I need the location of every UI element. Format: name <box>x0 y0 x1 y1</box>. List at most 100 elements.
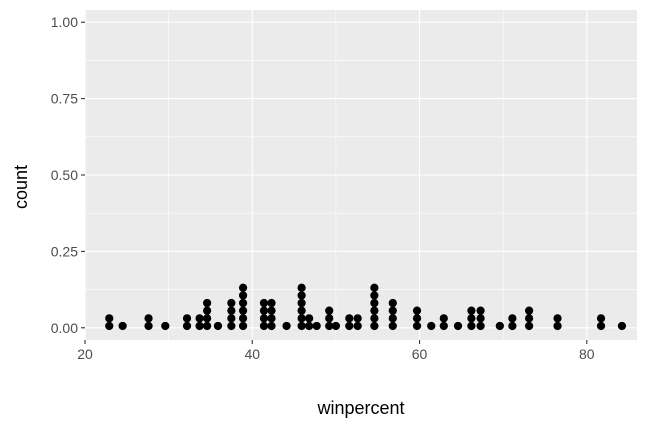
dot <box>453 321 463 331</box>
dot <box>267 306 276 315</box>
y-tick-label: 0.75 <box>51 91 78 107</box>
dot <box>182 321 192 331</box>
dot <box>213 321 223 331</box>
x-axis: 20 40 60 80 <box>77 340 595 362</box>
dot <box>524 306 534 315</box>
x-tick-label: 60 <box>412 346 428 362</box>
dot <box>370 321 379 331</box>
dot <box>238 321 248 331</box>
dot <box>195 321 204 331</box>
dot <box>238 314 248 323</box>
y-axis-title: count <box>11 165 31 209</box>
dot <box>476 314 485 323</box>
dot <box>553 321 562 331</box>
dot <box>553 314 562 323</box>
dot <box>238 298 248 308</box>
dot <box>524 321 534 331</box>
dot <box>144 321 153 331</box>
dot <box>105 314 114 323</box>
dot <box>195 314 204 323</box>
dot <box>388 314 397 323</box>
dot <box>388 321 397 331</box>
dot <box>297 314 306 323</box>
dot <box>297 298 306 308</box>
dot <box>353 314 362 323</box>
dot <box>353 321 362 331</box>
dot <box>370 298 379 308</box>
dot <box>118 321 127 331</box>
dot <box>105 321 114 331</box>
dot <box>412 321 422 331</box>
dot <box>297 321 306 331</box>
dot <box>388 306 397 315</box>
dot <box>182 314 192 323</box>
dot <box>508 321 517 331</box>
dot <box>331 321 341 331</box>
dot <box>238 283 248 292</box>
dot <box>267 314 276 323</box>
dot <box>259 298 269 308</box>
dot <box>596 314 606 323</box>
x-tick-label: 40 <box>244 346 260 362</box>
y-tick-label: 0.50 <box>51 167 78 183</box>
dot <box>370 314 379 323</box>
dot <box>467 306 476 315</box>
dot <box>161 321 170 331</box>
dot <box>325 321 334 331</box>
major-gridlines <box>84 10 637 340</box>
dot <box>282 321 291 331</box>
dot <box>202 321 212 331</box>
dot <box>297 306 306 315</box>
dot <box>439 321 448 331</box>
x-tick-label: 20 <box>77 346 93 362</box>
dot <box>508 314 517 323</box>
dot <box>345 321 354 331</box>
dot <box>227 298 236 308</box>
dot <box>325 306 334 315</box>
y-tick-label: 0.25 <box>51 243 78 259</box>
dot <box>305 314 314 323</box>
dot <box>259 314 269 323</box>
dot <box>325 314 334 323</box>
y-tick-label: 1.00 <box>51 14 78 30</box>
dot <box>370 291 379 300</box>
dot <box>297 291 306 300</box>
x-axis-title: winpercent <box>316 398 404 418</box>
dot <box>259 321 269 331</box>
y-axis: 0.00 0.25 0.50 0.75 1.00 <box>51 14 85 336</box>
dot <box>238 306 248 315</box>
dot <box>476 306 485 315</box>
dot <box>227 321 236 331</box>
dot <box>259 306 269 315</box>
dot <box>345 314 354 323</box>
dot <box>238 291 248 300</box>
dot <box>476 321 485 331</box>
dot <box>412 314 422 323</box>
y-tick-label: 0.00 <box>51 320 78 336</box>
dot-series <box>105 283 627 331</box>
dot <box>524 314 534 323</box>
dot <box>202 298 212 308</box>
dot <box>427 321 436 331</box>
dot <box>297 283 306 292</box>
dot <box>202 314 212 323</box>
dot <box>227 306 236 315</box>
dot <box>312 321 321 331</box>
dot <box>305 321 314 331</box>
dot <box>412 306 422 315</box>
dot <box>267 298 276 308</box>
dot <box>495 321 504 331</box>
dot <box>467 314 476 323</box>
x-tick-label: 80 <box>579 346 595 362</box>
dot <box>467 321 476 331</box>
dot <box>227 314 236 323</box>
dot <box>439 314 448 323</box>
dot <box>202 306 212 315</box>
dot <box>144 314 153 323</box>
dot <box>370 283 379 292</box>
dot <box>388 298 397 308</box>
dot <box>596 321 606 331</box>
dot <box>617 321 627 331</box>
